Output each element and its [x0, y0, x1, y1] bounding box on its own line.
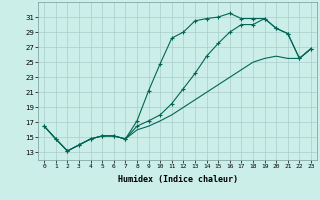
- X-axis label: Humidex (Indice chaleur): Humidex (Indice chaleur): [118, 175, 238, 184]
